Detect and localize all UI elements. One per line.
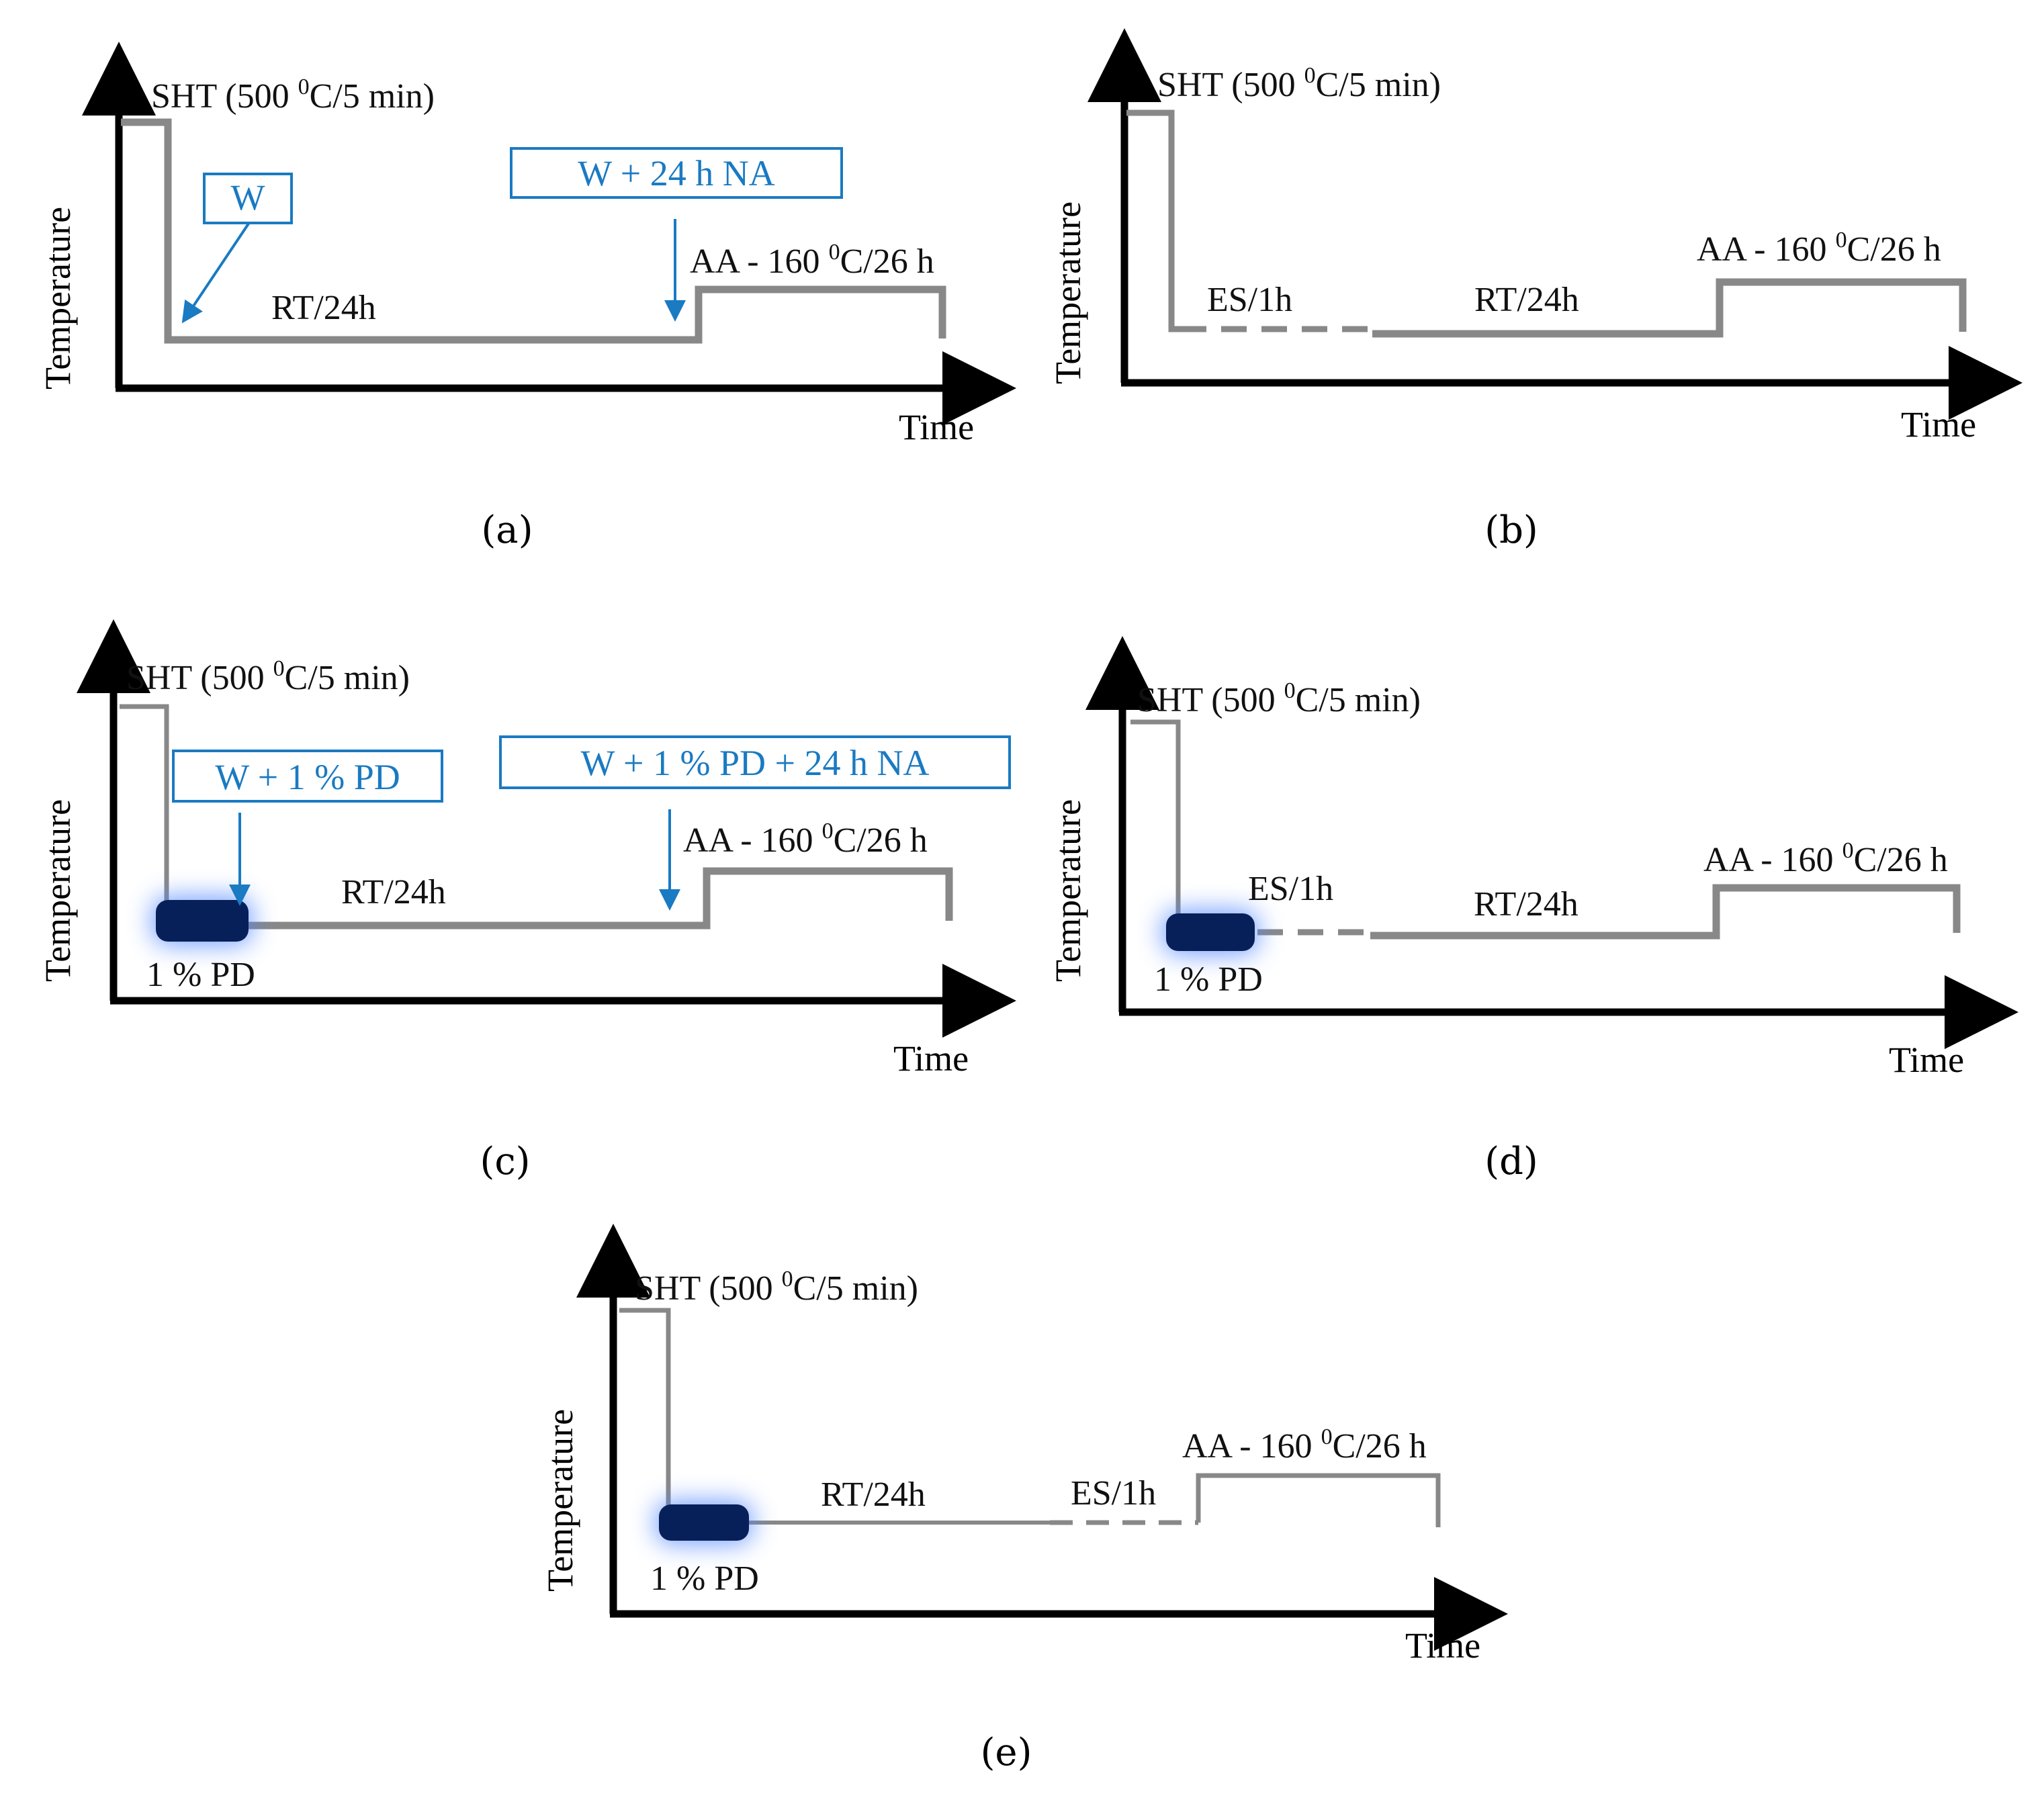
sht-label: SHT (500 0C/5 min) (126, 656, 410, 697)
w-pd-box-label: W + 1 % PD (215, 757, 400, 797)
pd-label: 1 % PD (1154, 960, 1263, 999)
temperature-profile-rt-aa (235, 867, 953, 930)
temperature-profile-rt-aa (1372, 278, 1967, 338)
pd-label: 1 % PD (650, 1560, 759, 1598)
aa-label: AA - 160 0C/26 h (1182, 1425, 1427, 1465)
rt-label: RT/24h (341, 873, 446, 911)
panel-a: Temperature Time SHT (500 0C/5 min) W W … (38, 42, 1016, 552)
y-axis-title: Temperature (1048, 799, 1088, 982)
deformation-block (659, 1504, 749, 1541)
w-pd-na-box-label: W + 1 % PD + 24 h NA (581, 743, 930, 783)
temperature-profile-sht (1130, 719, 1181, 918)
x-axis-title: Time (1405, 1625, 1480, 1666)
rt-label: RT/24h (271, 289, 376, 327)
x-axis-title: Time (1889, 1040, 1964, 1080)
sht-label: SHT (500 0C/5 min) (1157, 63, 1441, 104)
sht-label: SHT (500 0C/5 min) (1137, 678, 1421, 719)
sht-label: SHT (500 0C/5 min) (635, 1267, 918, 1308)
es-label: ES/1h (1071, 1474, 1156, 1512)
rt-label: RT/24h (1474, 281, 1579, 319)
y-axis-title: Temperature (38, 799, 78, 982)
y-axis-title: Temperature (540, 1409, 580, 1592)
temperature-profile-sht (619, 1308, 671, 1510)
aa-label: AA - 160 0C/26 h (683, 819, 928, 860)
panel-e: Temperature Time SHT (500 0C/5 min) 1 % … (540, 1224, 1508, 1774)
pd-label: 1 % PD (146, 956, 255, 994)
x-axis-title: Time (1901, 404, 1976, 445)
panel-c: Temperature Time SHT (500 0C/5 min) 1 % … (38, 619, 1016, 1183)
sht-label: SHT (500 0C/5 min) (151, 75, 435, 116)
temperature-profile-rt-aa (1370, 884, 1961, 940)
deformation-block (156, 900, 249, 942)
caption-c: (c) (480, 1140, 530, 1183)
w-box (203, 173, 293, 224)
caption-b: (b) (1484, 508, 1538, 552)
w-na-box-label: W + 24 h NA (578, 153, 774, 193)
aa-label: AA - 160 0C/26 h (1697, 228, 1941, 269)
temperature-profile-aa (1196, 1473, 1441, 1527)
rt-label: RT/24h (1474, 885, 1579, 923)
x-axis-title: Time (893, 1038, 969, 1079)
y-axis-title: Temperature (38, 207, 78, 390)
caption-a: (a) (481, 508, 533, 552)
w-box-label: W (231, 177, 265, 218)
temperature-profile-sht (1126, 109, 1181, 332)
caption-d: (d) (1484, 1140, 1538, 1183)
temperature-profile (121, 118, 946, 344)
caption-e: (e) (981, 1731, 1032, 1774)
panel-b: Temperature Time SHT (500 0C/5 min) ES/1… (1048, 28, 2023, 552)
y-axis-title: Temperature (1048, 201, 1088, 384)
x-axis-title: Time (899, 407, 974, 447)
w-na-box (510, 147, 843, 199)
es-label: ES/1h (1207, 281, 1292, 319)
rt-label: RT/24h (821, 1476, 926, 1514)
w-pd-na-box (499, 735, 1011, 789)
w-pointer-arrow (181, 222, 250, 324)
deformation-block (1166, 913, 1255, 951)
aa-label: AA - 160 0C/26 h (1703, 838, 1948, 879)
temperature-profile-sht (120, 704, 169, 908)
es-label: ES/1h (1248, 870, 1333, 908)
aa-label: AA - 160 0C/26 h (690, 240, 934, 281)
panel-d: Temperature Time SHT (500 0C/5 min) 1 % … (1048, 636, 2018, 1183)
w-pd-box (172, 750, 443, 803)
